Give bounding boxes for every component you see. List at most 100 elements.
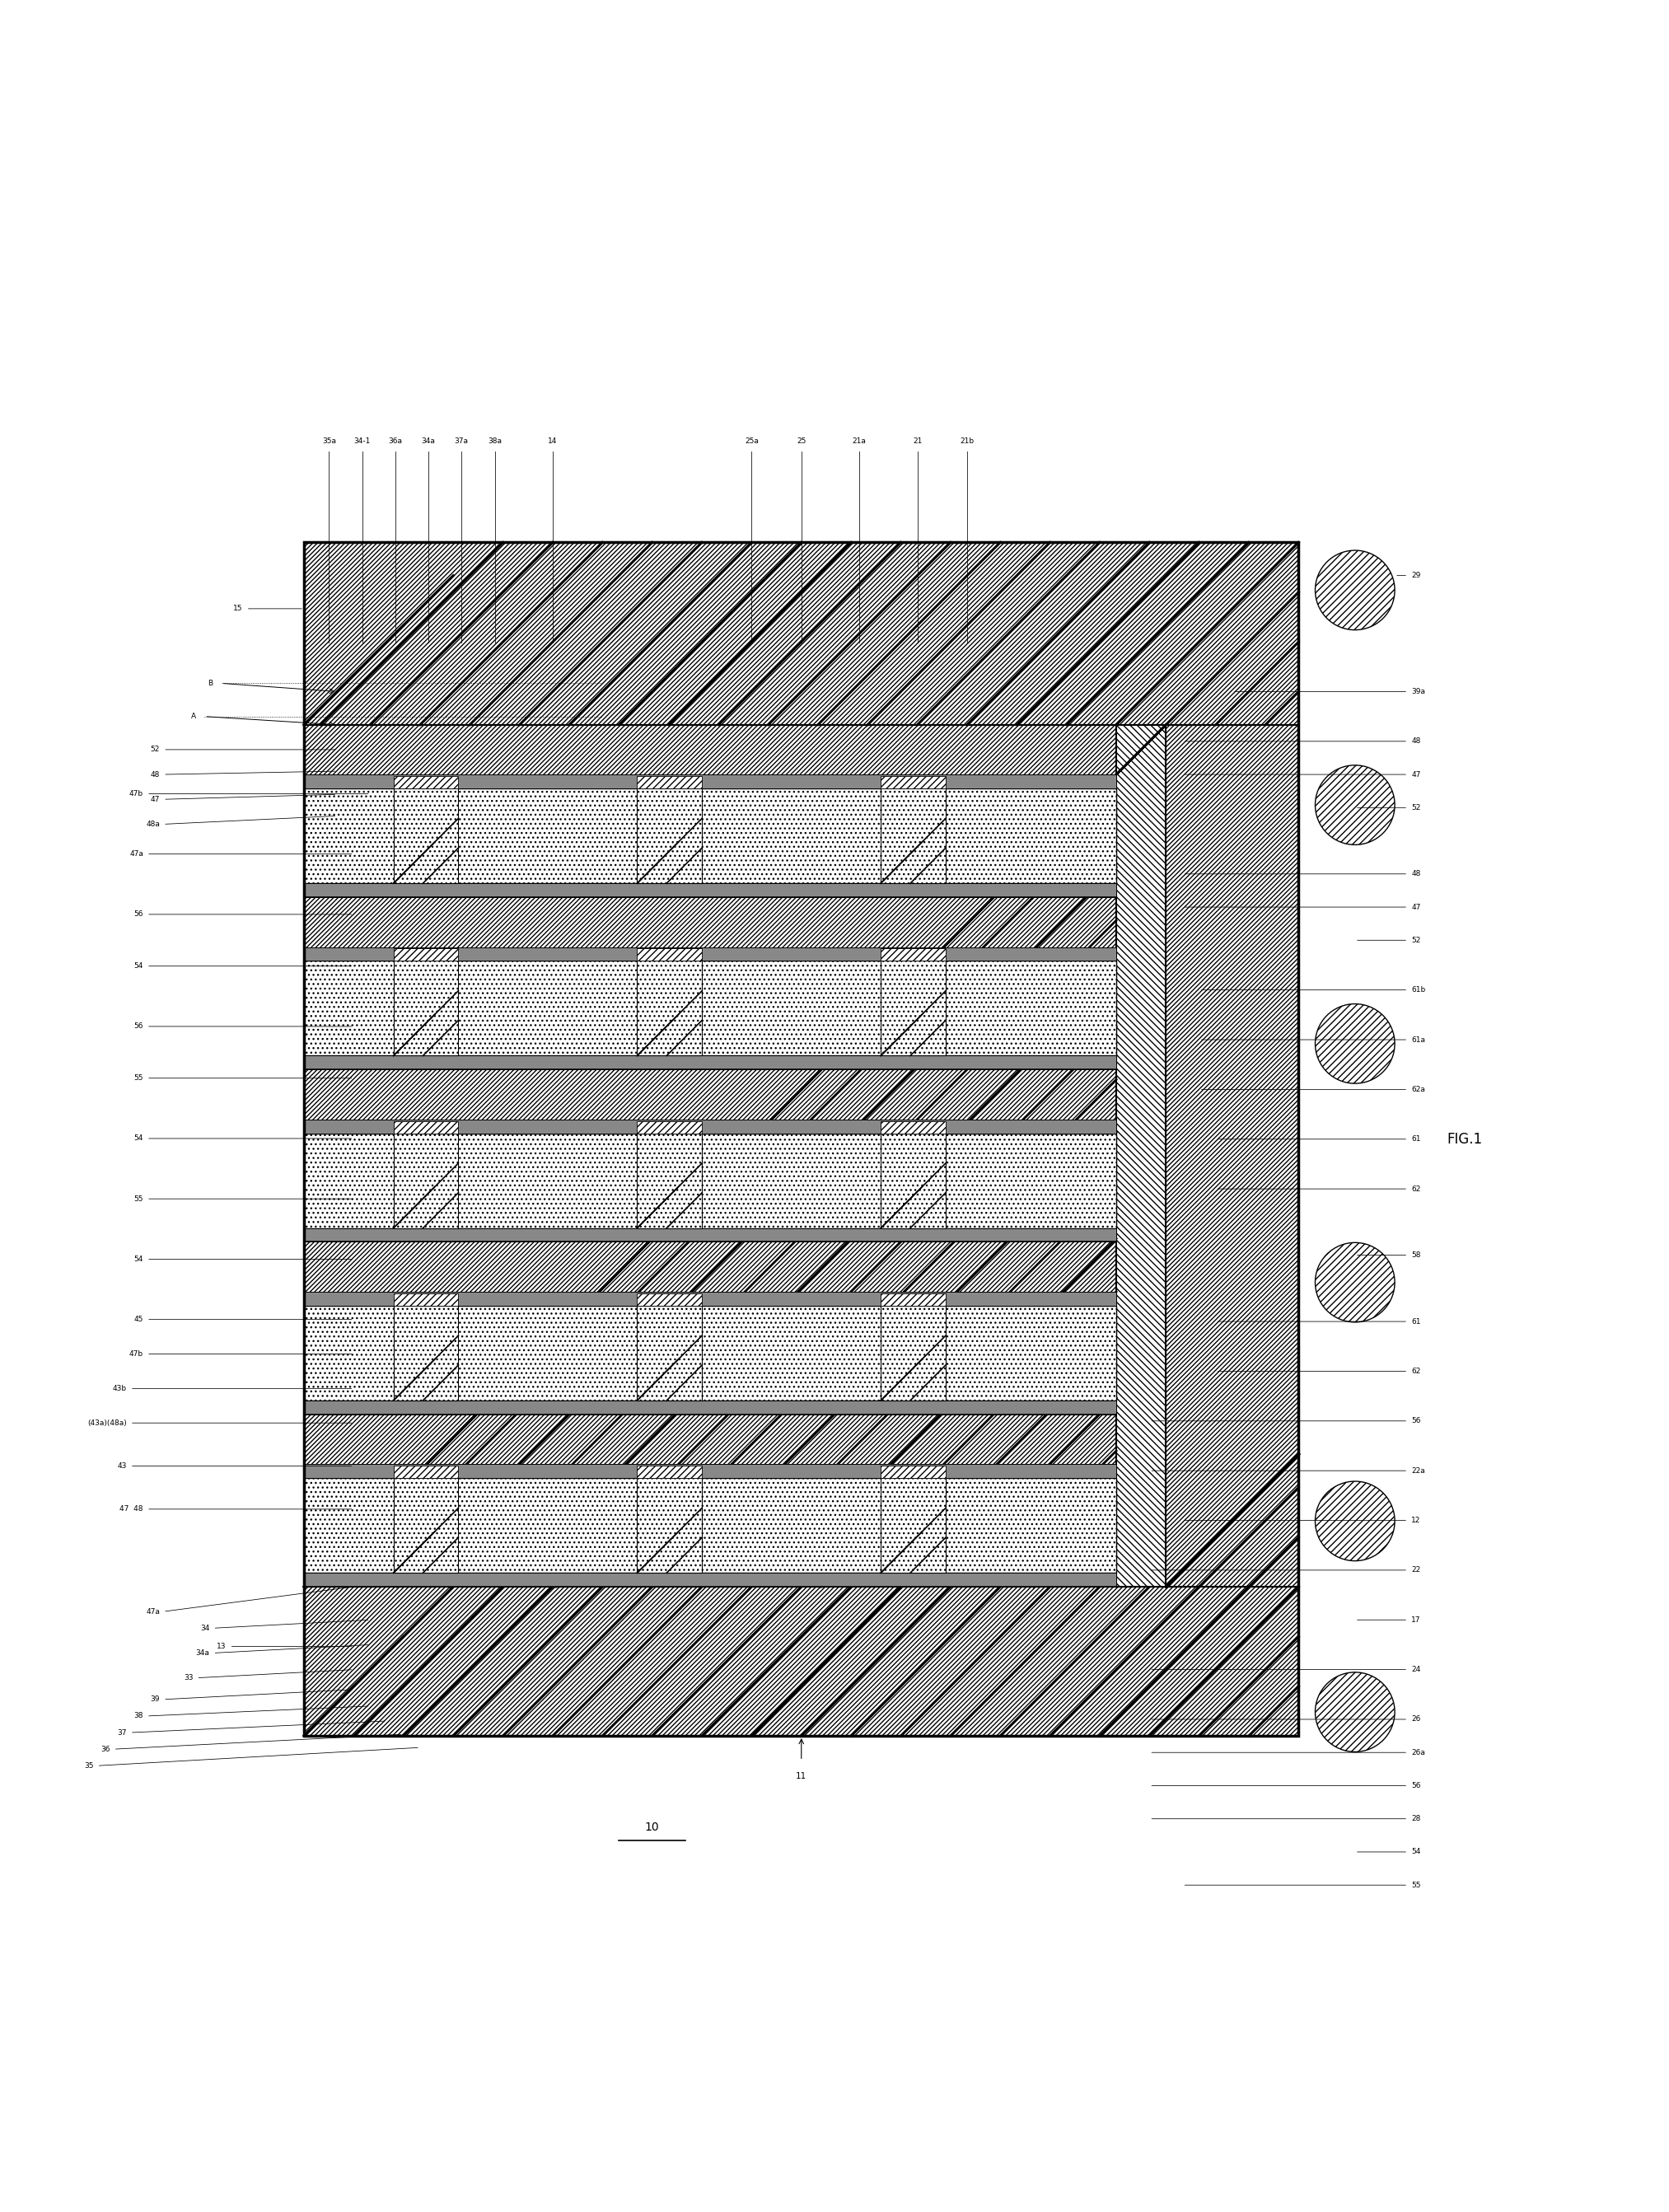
- Text: 56: 56: [134, 911, 144, 918]
- Text: 47: 47: [1412, 770, 1420, 779]
- Text: 54: 54: [1412, 1849, 1420, 1856]
- Bar: [304, 883, 1117, 898]
- Text: 12: 12: [1412, 1517, 1420, 1524]
- Bar: [881, 1467, 946, 1478]
- Bar: [394, 949, 459, 960]
- Bar: [304, 1478, 1117, 1573]
- Text: 55: 55: [134, 1075, 144, 1082]
- Bar: [394, 776, 459, 787]
- Text: 55: 55: [1412, 1882, 1420, 1889]
- Text: 58: 58: [1412, 1252, 1420, 1259]
- Text: 43: 43: [117, 1462, 127, 1469]
- Text: 54: 54: [134, 1256, 144, 1263]
- Text: 34: 34: [200, 1624, 210, 1632]
- Bar: [638, 1478, 703, 1573]
- Bar: [638, 960, 703, 1055]
- Text: 48: 48: [1412, 737, 1420, 745]
- Bar: [394, 1294, 459, 1305]
- Circle shape: [1315, 1243, 1395, 1323]
- Text: 37: 37: [117, 1730, 127, 1736]
- Text: 48: 48: [1412, 869, 1420, 878]
- Bar: [394, 1133, 459, 1228]
- Text: 28: 28: [1412, 1816, 1420, 1823]
- Bar: [394, 960, 459, 1055]
- Text: 34a: 34a: [195, 1650, 210, 1657]
- Text: 47b: 47b: [129, 790, 144, 796]
- Bar: [1117, 726, 1167, 1586]
- Bar: [304, 542, 1298, 1736]
- Bar: [394, 1478, 459, 1573]
- Text: 26a: 26a: [1412, 1750, 1425, 1756]
- Bar: [304, 1400, 1117, 1413]
- Bar: [638, 787, 703, 883]
- Text: 10: 10: [644, 1820, 659, 1834]
- Text: 48a: 48a: [145, 821, 160, 827]
- Bar: [304, 787, 1117, 883]
- Text: (43a)(48a): (43a)(48a): [87, 1420, 127, 1427]
- Text: 25a: 25a: [744, 438, 759, 445]
- Text: 34a: 34a: [422, 438, 436, 445]
- Text: 22a: 22a: [1412, 1467, 1425, 1475]
- Text: 61: 61: [1412, 1318, 1420, 1325]
- Bar: [881, 1305, 946, 1400]
- Text: 61b: 61b: [1412, 987, 1425, 993]
- Bar: [304, 1133, 1117, 1228]
- Text: FIG.1: FIG.1: [1447, 1133, 1482, 1146]
- Text: 52: 52: [1412, 936, 1420, 945]
- Text: A: A: [192, 712, 197, 721]
- Text: 21a: 21a: [853, 438, 866, 445]
- Text: 47a: 47a: [145, 1608, 160, 1615]
- Text: 29: 29: [1412, 573, 1420, 580]
- Text: 47: 47: [1412, 902, 1420, 911]
- Text: 36: 36: [100, 1745, 110, 1752]
- Text: 43b: 43b: [112, 1385, 127, 1391]
- Text: B: B: [209, 679, 214, 688]
- Bar: [638, 1305, 703, 1400]
- Text: 62: 62: [1412, 1367, 1420, 1376]
- Text: 38: 38: [134, 1712, 144, 1719]
- Text: 45: 45: [134, 1316, 144, 1323]
- Text: 13: 13: [217, 1644, 227, 1650]
- Bar: [304, 542, 1298, 726]
- Bar: [881, 1294, 946, 1305]
- Bar: [881, 960, 946, 1055]
- Text: 62: 62: [1412, 1186, 1420, 1192]
- Bar: [304, 1586, 1298, 1736]
- Bar: [638, 1133, 703, 1228]
- Text: 47b: 47b: [129, 1349, 144, 1358]
- Bar: [638, 1121, 703, 1133]
- Text: 56: 56: [1412, 1783, 1420, 1790]
- Bar: [304, 1464, 1117, 1478]
- Bar: [394, 1305, 459, 1400]
- Text: 34-1: 34-1: [354, 438, 371, 445]
- Text: 47: 47: [150, 796, 160, 803]
- Text: 26: 26: [1412, 1717, 1420, 1723]
- Text: 54: 54: [134, 962, 144, 969]
- Text: 48: 48: [150, 770, 160, 779]
- Bar: [638, 1294, 703, 1305]
- Text: 24: 24: [1412, 1666, 1420, 1672]
- Text: 56: 56: [134, 1022, 144, 1031]
- Circle shape: [1315, 1672, 1395, 1752]
- Bar: [304, 726, 1117, 1586]
- Text: 55: 55: [134, 1194, 144, 1203]
- Circle shape: [1315, 1482, 1395, 1562]
- Text: 56: 56: [1412, 1418, 1420, 1425]
- Bar: [304, 774, 1117, 787]
- Bar: [394, 1121, 459, 1133]
- Bar: [881, 1478, 946, 1573]
- Text: 47  48: 47 48: [120, 1506, 144, 1513]
- Text: 52: 52: [150, 745, 160, 754]
- Bar: [638, 1467, 703, 1478]
- Text: 36a: 36a: [389, 438, 402, 445]
- Text: 39a: 39a: [1412, 688, 1425, 695]
- Text: 39: 39: [150, 1697, 160, 1703]
- Text: 61a: 61a: [1412, 1035, 1425, 1044]
- Text: 35a: 35a: [322, 438, 335, 445]
- Text: 52: 52: [1412, 803, 1420, 812]
- Bar: [881, 1133, 946, 1228]
- Circle shape: [1315, 1004, 1395, 1084]
- Bar: [304, 1573, 1117, 1586]
- Bar: [394, 1467, 459, 1478]
- Text: 22: 22: [1412, 1566, 1420, 1575]
